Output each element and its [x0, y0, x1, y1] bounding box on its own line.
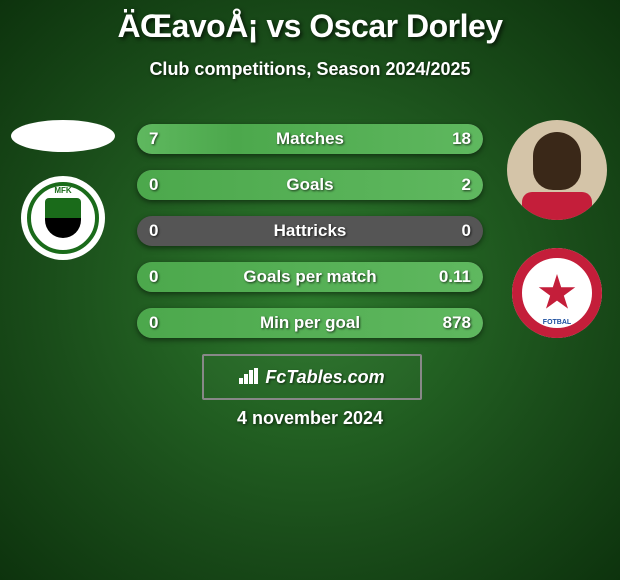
left-badge-text: MFK [21, 186, 105, 195]
subtitle: Club competitions, Season 2024/2025 [0, 59, 620, 80]
right-team-badge: FOTBAL [512, 248, 602, 338]
stat-label: Goals per match [137, 262, 483, 292]
stat-label: Hattricks [137, 216, 483, 246]
stat-label: Matches [137, 124, 483, 154]
stat-label: Min per goal [137, 308, 483, 338]
page-title: ÄŒavoÅ¡ vs Oscar Dorley [0, 0, 620, 45]
right-player-column: FOTBAL [502, 120, 612, 338]
stats-bars: 7Matches180Goals20Hattricks00Goals per m… [137, 124, 483, 354]
stat-value-right: 18 [452, 124, 471, 154]
stat-row: 7Matches18 [137, 124, 483, 154]
bar-chart-icon [239, 357, 259, 399]
left-player-column: MFK [8, 120, 118, 260]
left-player-photo [11, 120, 115, 152]
date-label: 4 november 2024 [0, 408, 620, 429]
stat-row: 0Min per goal878 [137, 308, 483, 338]
right-badge-text: FOTBAL [512, 319, 602, 326]
right-player-photo [507, 120, 607, 220]
stat-row: 0Hattricks0 [137, 216, 483, 246]
brand-text: FcTables.com [265, 367, 384, 387]
stat-value-right: 2 [462, 170, 471, 200]
stat-row: 0Goals per match0.11 [137, 262, 483, 292]
stat-label: Goals [137, 170, 483, 200]
left-team-badge: MFK [13, 176, 113, 260]
stat-row: 0Goals2 [137, 170, 483, 200]
brand-box[interactable]: FcTables.com [202, 354, 422, 400]
stat-value-right: 0 [462, 216, 471, 246]
stat-value-right: 0.11 [439, 262, 471, 292]
stat-value-right: 878 [443, 308, 471, 338]
